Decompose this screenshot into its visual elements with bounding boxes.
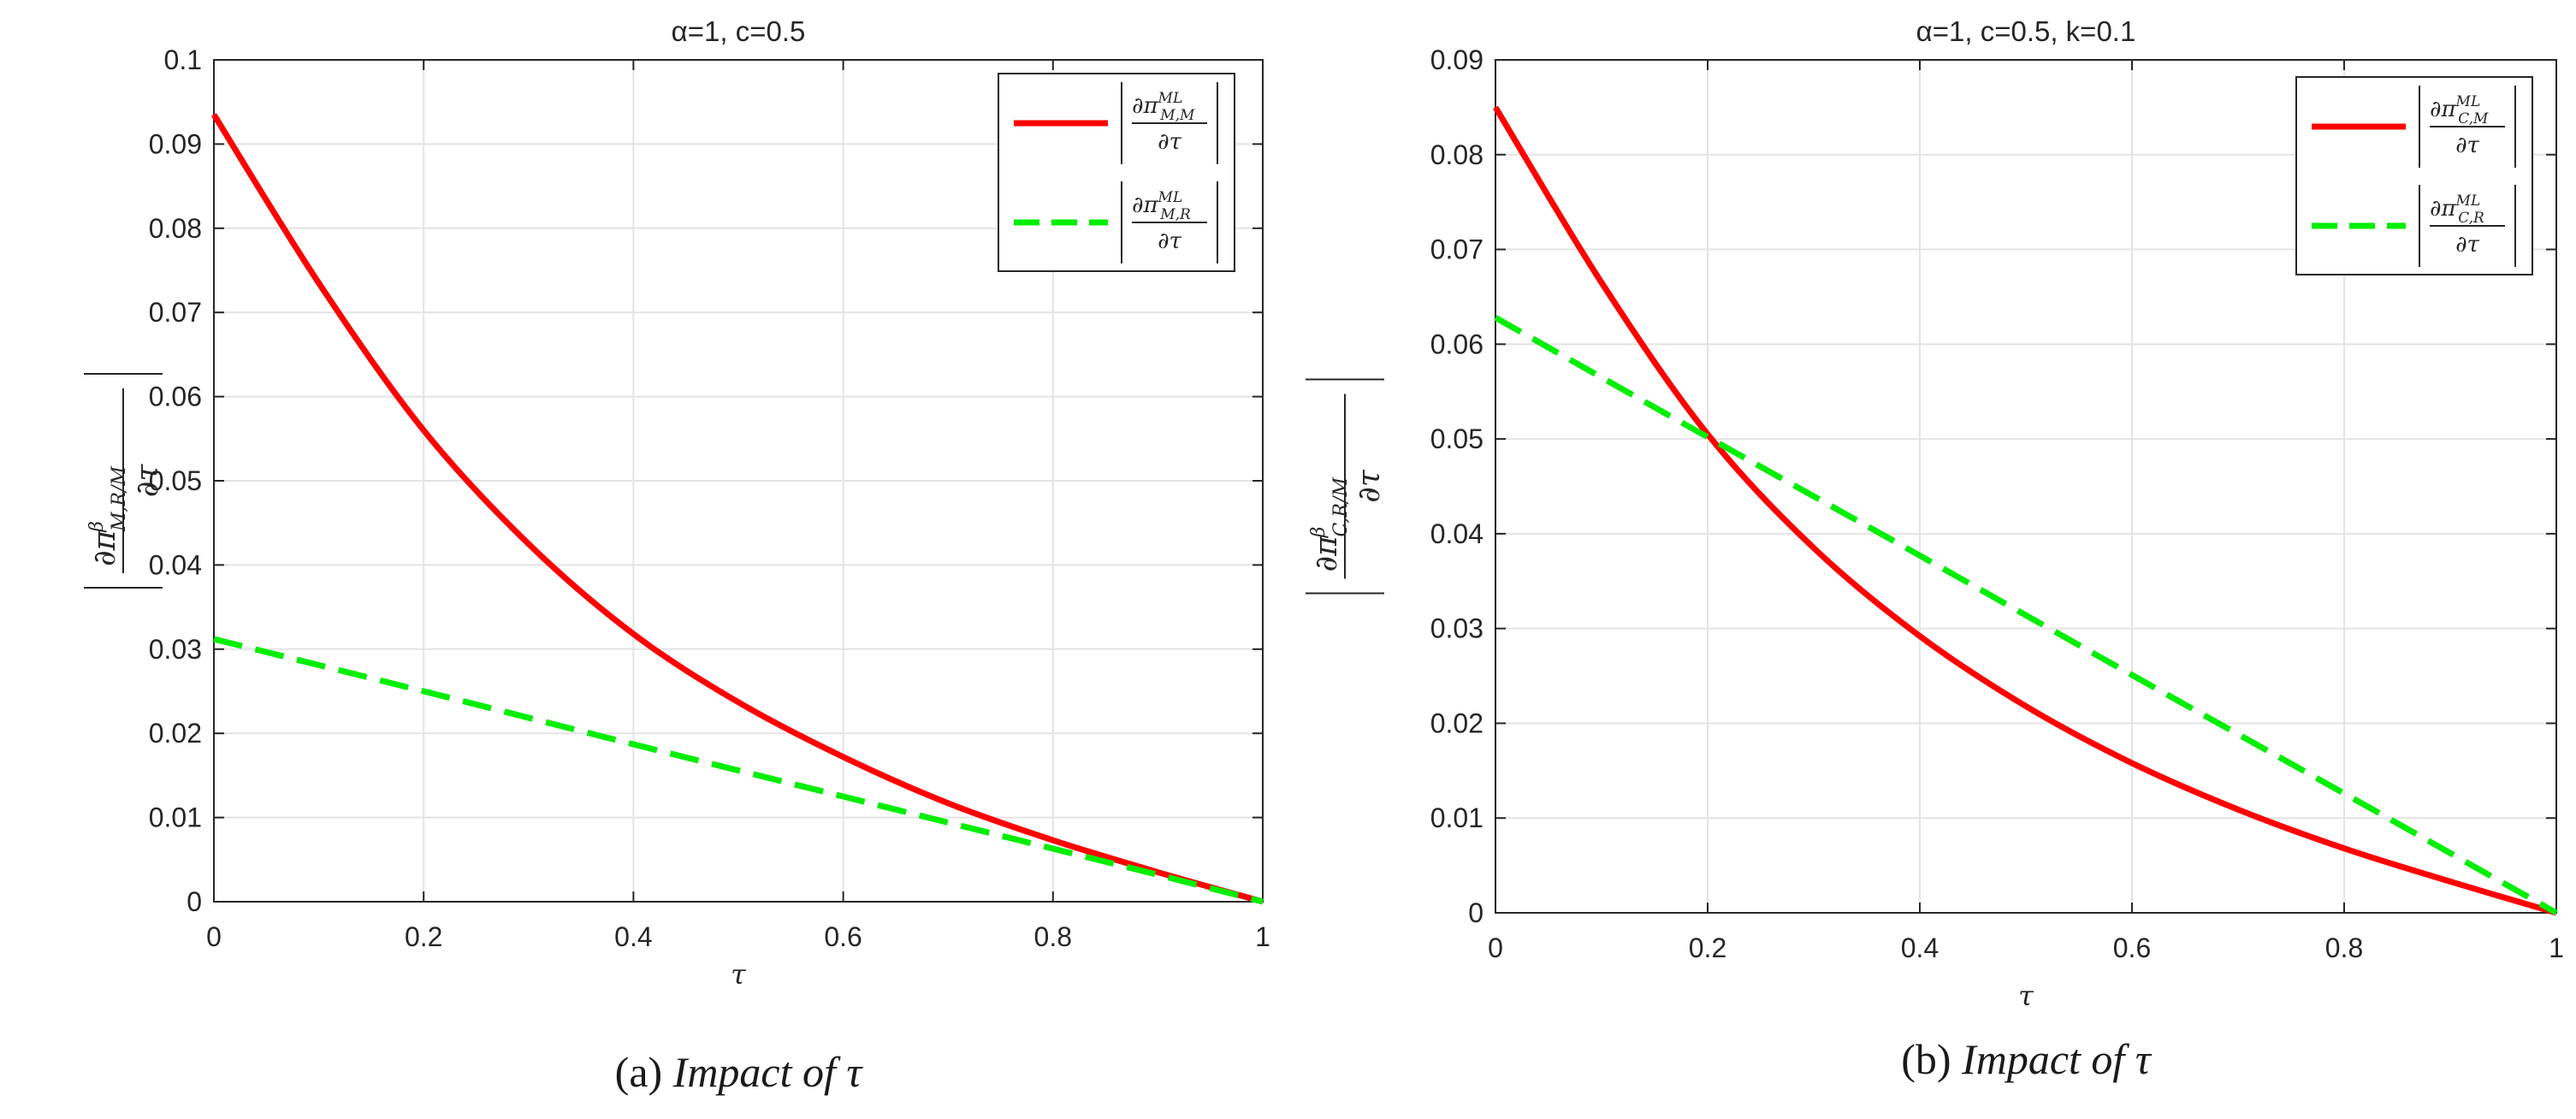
y-label-superscript: β <box>1308 527 1329 539</box>
y-tick-label: 0.08 <box>1430 139 1483 170</box>
chart-b: 0 0.2 0.4 0.6 0.8 1 0 0.01 0.02 0.03 0.04 0.05 0.06 0… <box>1306 15 2564 1083</box>
x-tick-label: 1 <box>1255 921 1270 952</box>
x-axis-label: τ <box>731 958 747 991</box>
y-axis-label: ∂πβM,R/M ∂τ <box>84 373 165 589</box>
y-label-numerator: ∂πβM,R/M <box>86 466 130 566</box>
y-tick-label: 0.05 <box>1430 423 1483 454</box>
y-tick-label: 0.01 <box>1430 802 1483 833</box>
y-tick-label: 0.03 <box>149 634 202 665</box>
chart-title: α=1, c=0.5, k=0.1 <box>1916 15 2136 47</box>
figure-caption: (a) Impact of τ <box>615 1048 864 1096</box>
y-label-subscript: C,R/M <box>1330 477 1352 536</box>
series-line-solid <box>1493 105 2557 916</box>
x-tick-label: 0.6 <box>2113 932 2151 963</box>
y-tick-label: 0 <box>1468 897 1483 928</box>
y-tick-label: 0.04 <box>1430 518 1483 549</box>
series-line-dashed <box>1494 315 2558 916</box>
y-tick-label: 0.06 <box>1430 329 1483 359</box>
y-tick-label: 0.07 <box>149 297 202 328</box>
y-tick-label: 0.1 <box>164 44 202 75</box>
y-label-numerator: ∂πβC,R/M <box>1308 477 1352 571</box>
y-tick-label: 0.02 <box>149 718 202 749</box>
legend-denominator: ∂τ <box>1158 129 1181 155</box>
caption-label: (a) <box>615 1048 673 1096</box>
x-tick-label: 0.4 <box>1901 932 1939 963</box>
legend-box <box>998 73 1235 272</box>
y-tick-label: 0.03 <box>1430 613 1483 644</box>
legend-box <box>2295 76 2533 275</box>
legend-superscript: ML <box>1158 90 1183 107</box>
y-tick-label: 0.06 <box>149 382 202 412</box>
x-tick-label: 0.2 <box>405 921 442 952</box>
legend-subscript: C,R <box>2458 210 2484 227</box>
series-line-solid <box>211 113 1264 905</box>
series-line-dashed <box>213 636 1264 905</box>
x-tick-label: 0 <box>206 921 222 952</box>
caption-text: Impact of τ <box>1961 1035 2153 1083</box>
legend-superscript: ML <box>1158 189 1183 206</box>
x-axis-label: τ <box>2018 980 2034 1012</box>
y-tick-label: 0 <box>187 886 202 917</box>
x-tick-label: 0.8 <box>2325 932 2363 963</box>
x-tick-label: 1 <box>2549 932 2564 963</box>
y-label-denominator: ∂τ <box>1352 469 1387 503</box>
y-tick-label: 0.01 <box>149 802 202 833</box>
y-label-subscript: M,R/M <box>109 466 130 532</box>
x-tick-label: 0 <box>1488 932 1503 963</box>
legend-numerator: ∂πML C,R <box>2430 192 2484 227</box>
legend-superscript: ML <box>2455 192 2481 210</box>
caption-label: (b) <box>1901 1035 1962 1083</box>
x-tick-label: 0.6 <box>824 921 862 952</box>
y-tick-label: 0.07 <box>1430 234 1483 265</box>
gridlines <box>214 60 1263 902</box>
y-axis-label: ∂πβC,R/M ∂τ <box>1306 378 1387 595</box>
legend: ∂πML M,M ∂τ ∂πML M,R ∂τ <box>998 73 1235 272</box>
y-tick-label: 0.09 <box>149 128 202 159</box>
y-label-superscript: β <box>86 521 108 533</box>
y-tick-label: 0.04 <box>149 549 202 580</box>
x-tick-label: 0.4 <box>614 921 652 952</box>
legend: ∂πML C,M ∂τ ∂πML C,R ∂τ <box>2295 76 2533 275</box>
y-tick-label: 0.05 <box>149 465 202 496</box>
legend-subscript: C,M <box>2458 110 2489 127</box>
legend-numerator: ∂πML M,R <box>1132 189 1191 223</box>
legend-numerator: ∂πML M,M <box>1132 90 1195 124</box>
legend-superscript: ML <box>2455 93 2481 110</box>
caption-text: Impact of τ <box>672 1048 864 1096</box>
figure-caption: (b) Impact of τ <box>1901 1035 2153 1083</box>
y-label-denominator: ∂τ <box>130 464 165 498</box>
chart-a: 0 0.2 0.4 0.6 0.8 1 0 0.01 0.02 0.03 0.04 0.05 0.06 0… <box>84 15 1270 1096</box>
legend-subscript: M,R <box>1159 206 1191 223</box>
legend-denominator: ∂τ <box>1158 228 1181 254</box>
y-tick-label: 0.08 <box>149 213 202 244</box>
legend-numerator: ∂πML C,M <box>2430 93 2489 127</box>
chart-title: α=1, c=0.5 <box>672 15 806 47</box>
axes-box <box>1495 59 2557 914</box>
y-tick-label: 0.02 <box>1430 708 1483 738</box>
y-tick-label: 0.09 <box>1430 44 1483 75</box>
legend-subscript: M,M <box>1159 107 1195 124</box>
gridlines <box>1495 60 2556 913</box>
x-tick-label: 0.8 <box>1034 921 1072 952</box>
legend-denominator: ∂τ <box>2455 133 2479 158</box>
x-tick-label: 0.2 <box>1689 932 1726 963</box>
legend-denominator: ∂τ <box>2455 232 2479 258</box>
